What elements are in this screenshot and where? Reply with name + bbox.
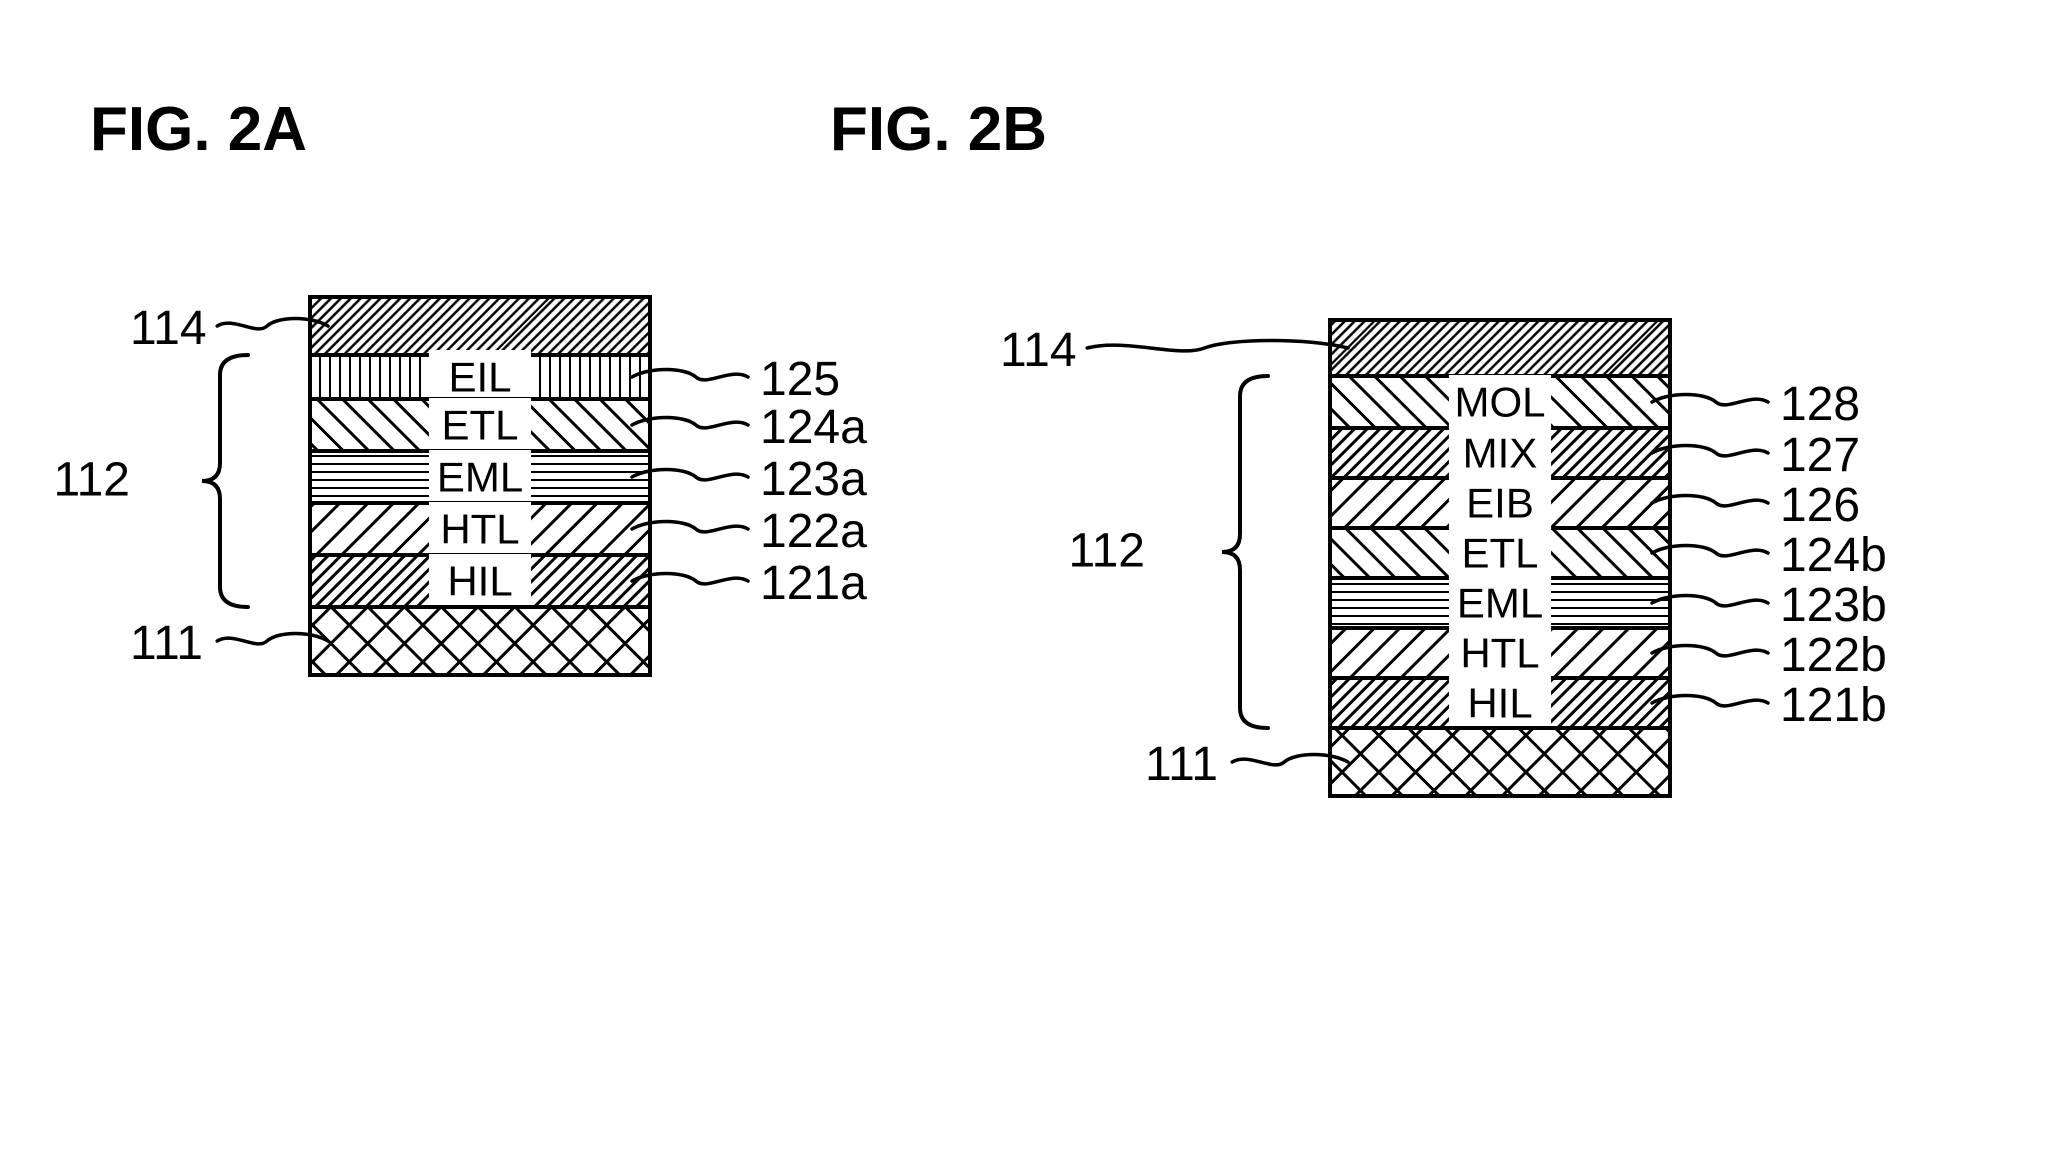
diagram-canvas: FIG. 2A 114 EIL 125 ETL 124a EML 123a HTL 122a HIL…	[0, 0, 2066, 1173]
reference-number: 122a	[760, 505, 867, 558]
layer-EML: EML	[310, 450, 650, 504]
reference-number: 128	[1780, 378, 1860, 431]
layer-text: MIX	[1463, 430, 1538, 477]
layer-text: MOL	[1454, 379, 1545, 426]
reference-number: 111	[130, 617, 203, 670]
layer-text: HTL	[440, 506, 519, 553]
layer-text: ETL	[1461, 530, 1538, 577]
reference-number: 125	[760, 353, 840, 406]
reference-number: 122b	[1780, 629, 1887, 682]
layer-ETL: ETL	[310, 398, 650, 452]
reference-number: 111	[1145, 738, 1218, 791]
reference-number: 112	[1068, 524, 1145, 577]
layer-EML: EML	[1330, 576, 1670, 630]
layer-HTL: HTL	[1330, 626, 1670, 680]
layer-EIL: EIL	[310, 350, 650, 404]
layer-111	[310, 607, 650, 675]
layer-ETL: ETL	[1330, 526, 1670, 580]
reference-number: 123a	[760, 453, 867, 506]
layer-text: EML	[437, 454, 523, 501]
layer-text: HTL	[1460, 630, 1539, 677]
layer-text: EIL	[448, 354, 511, 401]
layer-HIL: HIL	[310, 554, 650, 608]
layer-HTL: HTL	[310, 502, 650, 556]
reference-number: 124b	[1780, 529, 1887, 582]
layer-MIX: MIX	[1330, 426, 1670, 480]
layer-text: ETL	[441, 402, 518, 449]
figure-title: FIG. 2A	[90, 95, 307, 164]
layer-MOL: MOL	[1330, 375, 1670, 429]
reference-number: 112	[53, 453, 130, 506]
reference-number: 114	[130, 302, 207, 355]
layer-text: EML	[1457, 580, 1543, 627]
reference-number: 121a	[760, 557, 867, 610]
layer-111	[1330, 728, 1670, 796]
layer-HIL: HIL	[1330, 676, 1670, 730]
layer-text: HIL	[1467, 680, 1532, 727]
reference-number: 127	[1780, 429, 1860, 482]
layer-114	[1330, 320, 1670, 376]
layer-text: EIB	[1466, 480, 1534, 527]
reference-number: 114	[1000, 324, 1077, 377]
layer-EIB: EIB	[1330, 476, 1670, 530]
reference-number: 126	[1780, 479, 1860, 532]
layer-text: HIL	[447, 558, 512, 605]
reference-number: 123b	[1780, 579, 1887, 632]
reference-number: 124a	[760, 401, 867, 454]
layer-114	[310, 297, 650, 355]
figure-title: FIG. 2B	[830, 95, 1047, 164]
reference-number: 121b	[1780, 679, 1887, 732]
